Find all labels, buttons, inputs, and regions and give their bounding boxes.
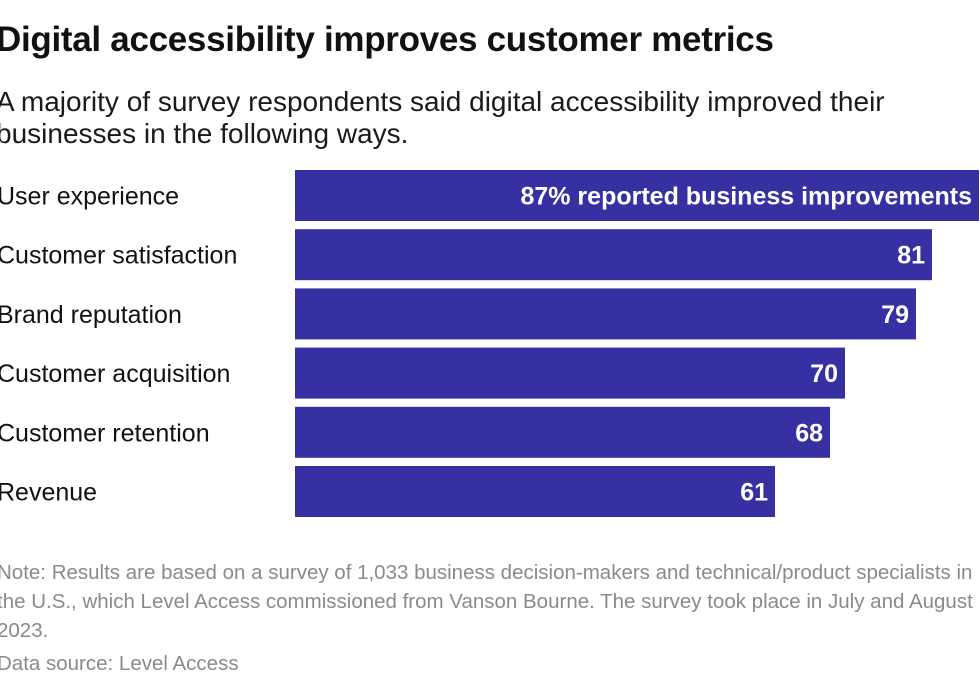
bar — [295, 229, 932, 281]
chart-subtitle: A majority of survey respondents said di… — [0, 86, 885, 149]
bar — [295, 170, 979, 221]
category-label: Customer acquisition — [0, 360, 230, 388]
bar-value-label: 70 — [810, 360, 838, 388]
bar-value-label: 68 — [795, 419, 823, 447]
chart-note: Note: Results are based on a survey of 1… — [0, 561, 973, 642]
bar-value-label: 79 — [881, 301, 909, 329]
bar — [295, 406, 830, 458]
category-label: Customer retention — [0, 419, 210, 447]
bar-value-label: 81 — [897, 242, 925, 270]
bar — [295, 288, 916, 340]
bar-value-label: 87% reported business improvements — [520, 183, 972, 211]
bar-group: User experience 87% reported business imp… — [0, 170, 979, 221]
bar-group: Brand reputation 79 — [0, 288, 916, 340]
bar-group: Customer retention 68 — [0, 406, 830, 458]
chart-title: Digital accessibility improves customer … — [0, 20, 774, 59]
bar-value-label: 61 — [740, 479, 768, 507]
category-label: Revenue — [0, 479, 97, 507]
bar — [295, 466, 775, 517]
category-label: User experience — [0, 183, 179, 211]
data-source: Data source: Level Access — [0, 652, 239, 675]
category-label: Brand reputation — [0, 301, 182, 329]
bar-group: Customer satisfaction 81 — [0, 229, 932, 281]
bar — [295, 347, 845, 399]
bar-chart: User experience 87% reported business imp… — [0, 170, 979, 517]
bar-group: Revenue 61 — [0, 466, 775, 517]
bar-group: Customer acquisition 70 — [0, 347, 845, 399]
category-label: Customer satisfaction — [0, 242, 237, 270]
